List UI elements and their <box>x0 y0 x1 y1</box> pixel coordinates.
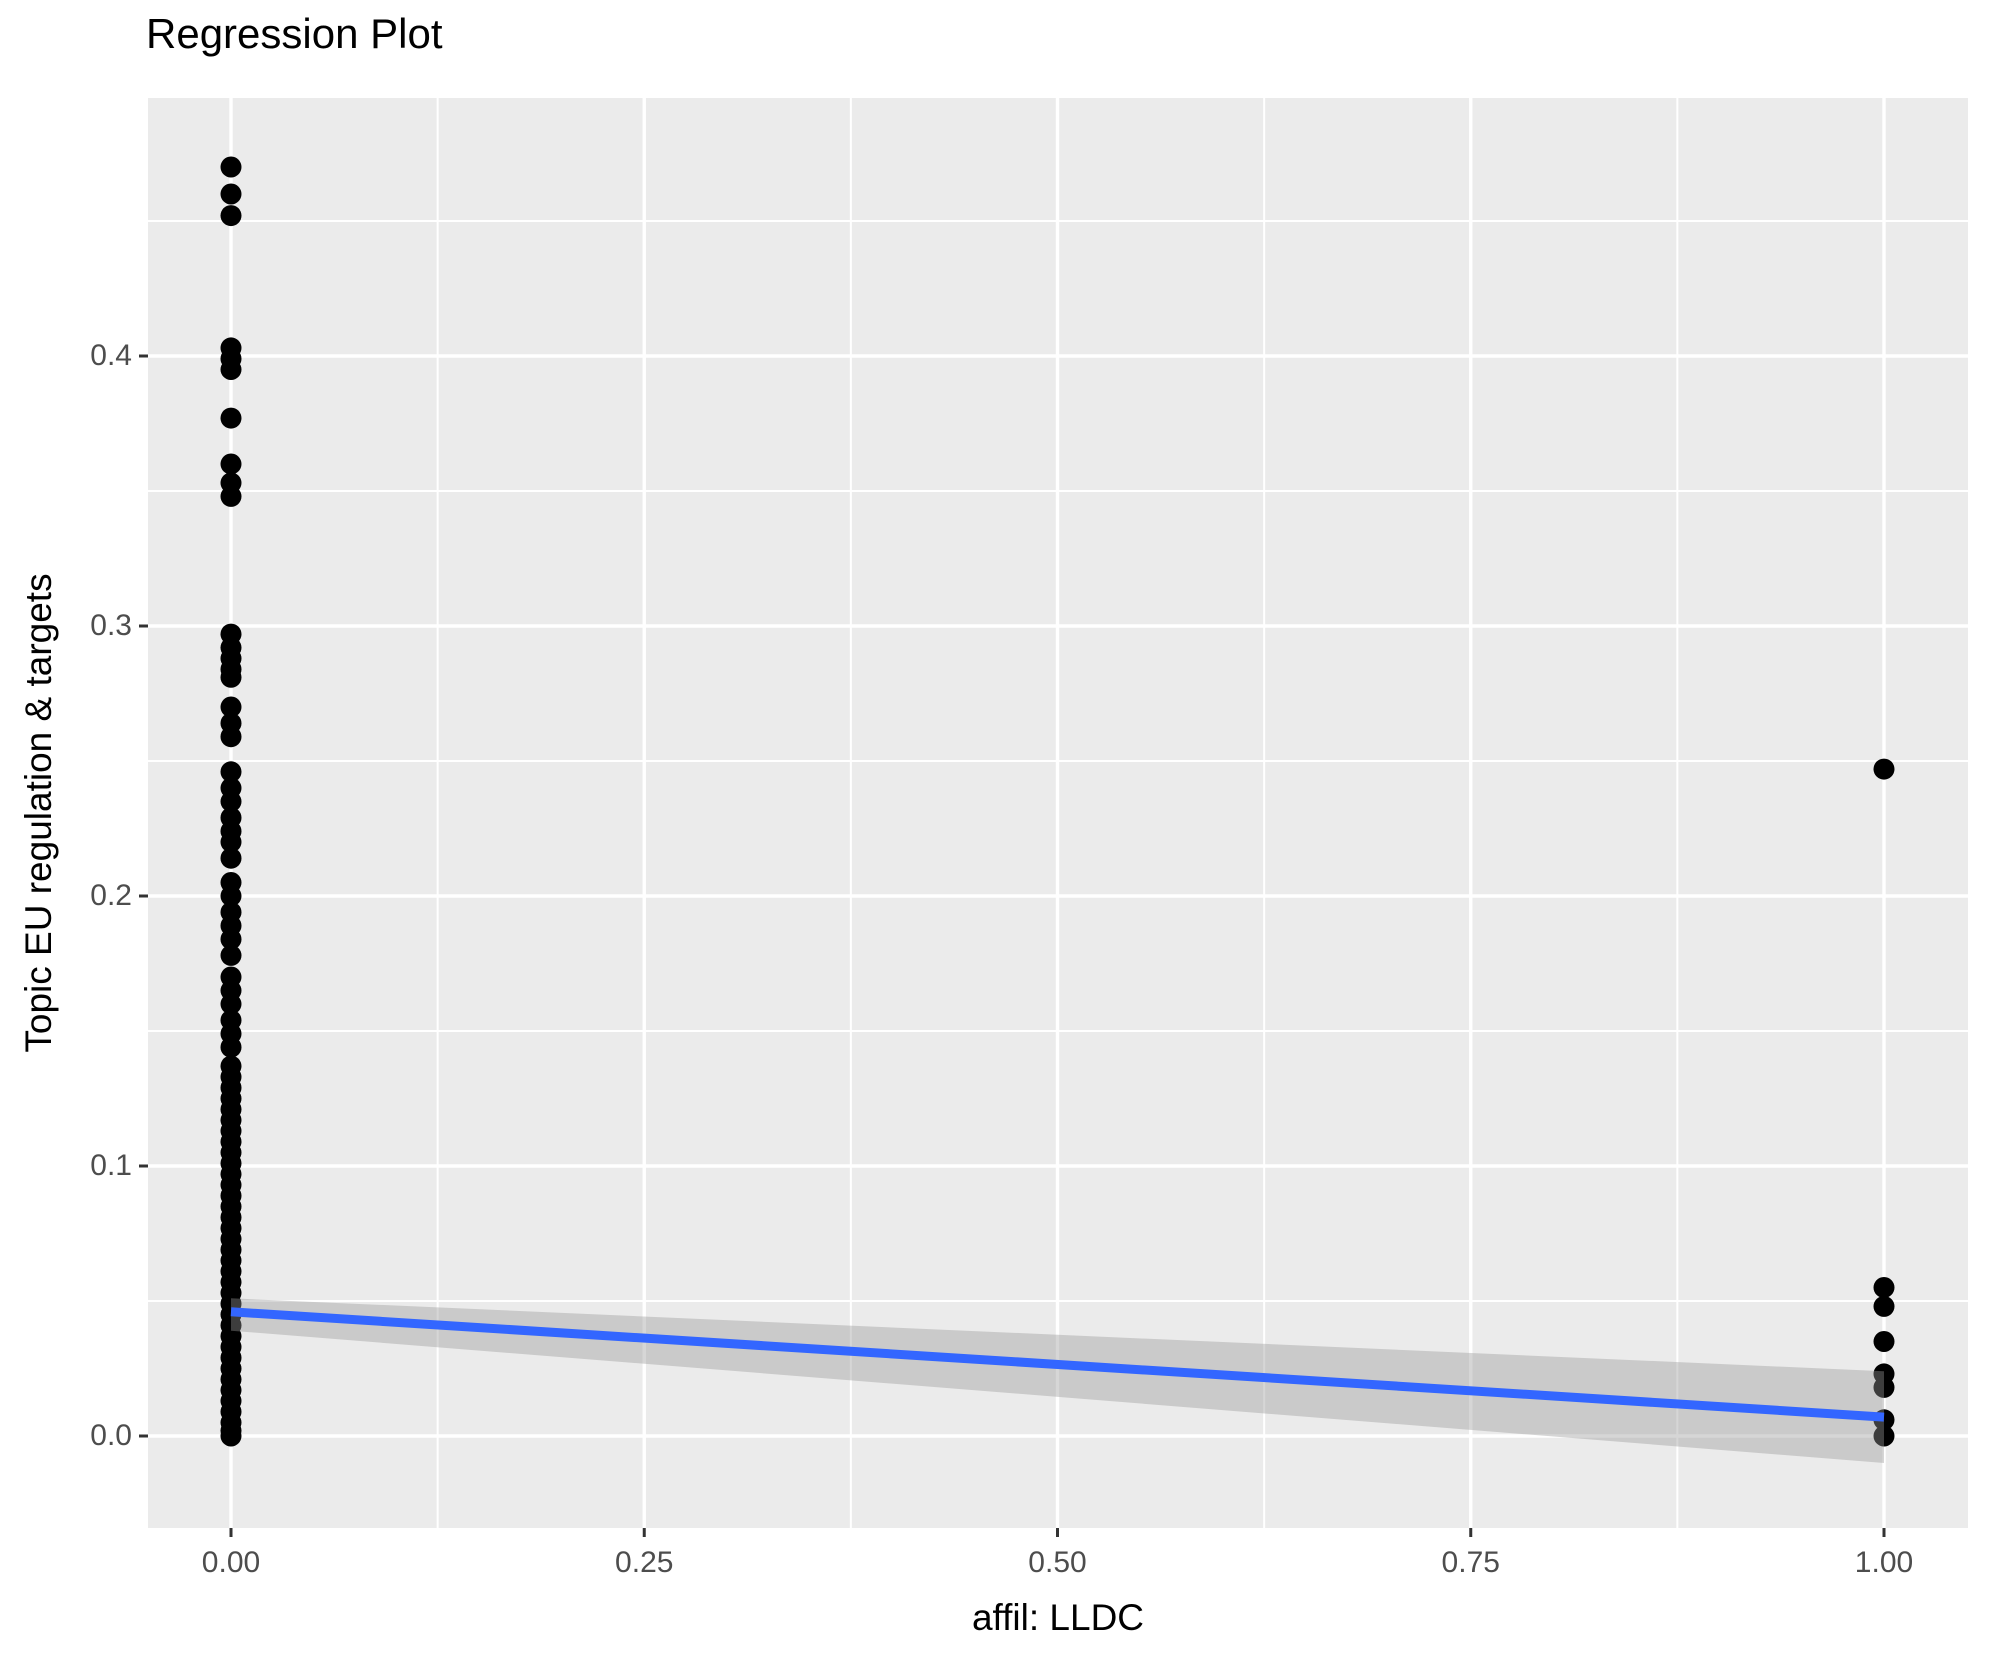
data-point <box>220 666 242 688</box>
x-tick-label: 0.25 <box>615 1546 674 1579</box>
x-tick-label: 0.00 <box>201 1546 261 1579</box>
data-point <box>220 791 242 812</box>
data-point <box>220 993 242 1015</box>
x-tick-label: 1.00 <box>1854 1546 1914 1579</box>
x-tick-label: 0.75 <box>1441 1546 1500 1579</box>
y-axis-title: Topic EU regulation & targets <box>18 573 59 1053</box>
data-point <box>220 696 242 718</box>
data-point <box>220 885 242 907</box>
data-point <box>220 407 242 429</box>
data-point <box>220 359 242 380</box>
data-point <box>220 928 242 950</box>
data-point <box>1873 1295 1895 1317</box>
data-point <box>220 453 242 475</box>
data-point <box>220 761 242 783</box>
y-tick-label: 0.3 <box>90 609 132 642</box>
x-tick-label: 0.50 <box>1028 1546 1087 1579</box>
data-point <box>1873 1331 1895 1352</box>
plot-title: Regression Plot <box>146 10 443 57</box>
data-point <box>220 726 242 748</box>
y-tick-label: 0.4 <box>90 339 132 372</box>
data-point <box>220 847 242 869</box>
data-point <box>1873 1376 1895 1398</box>
data-point <box>220 1425 242 1447</box>
y-tick-label: 0.2 <box>90 879 132 912</box>
data-point <box>1873 1277 1895 1298</box>
regression-line <box>230 1307 1885 1422</box>
data-point <box>220 183 242 205</box>
y-tick-label: 0.0 <box>90 1419 132 1452</box>
data-point <box>220 944 242 966</box>
data-point <box>220 485 242 507</box>
data-point <box>1873 758 1895 780</box>
data-point <box>220 205 242 227</box>
data-point <box>1873 1425 1895 1447</box>
x-axis-title: affil: LLDC <box>971 1597 1145 1638</box>
y-tick-label: 0.1 <box>90 1149 132 1182</box>
data-point <box>220 156 242 178</box>
data-point <box>220 831 242 853</box>
data-point <box>220 1036 242 1058</box>
